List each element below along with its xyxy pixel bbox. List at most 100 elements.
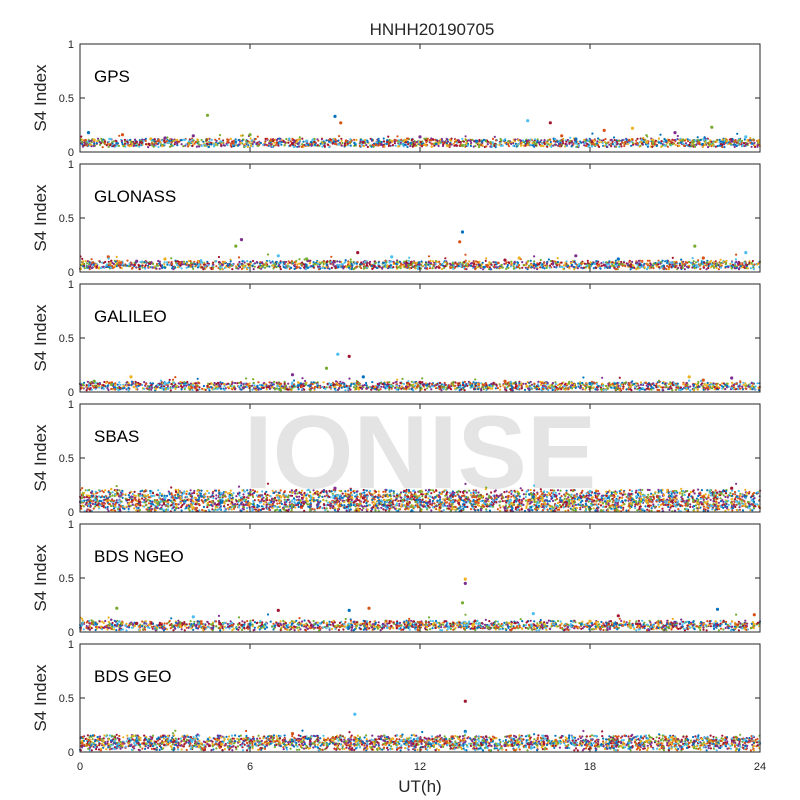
scatter-point (308, 262, 311, 265)
scatter-point (510, 262, 513, 265)
scatter-point (300, 263, 303, 266)
scatter-point (270, 143, 273, 146)
scatter-point (121, 263, 124, 266)
scatter-point (286, 262, 290, 265)
scatter-point (239, 141, 242, 144)
scatter-point (635, 268, 638, 271)
scatter-point (387, 144, 390, 147)
scatter-point (754, 145, 757, 149)
scatter-point (573, 268, 576, 271)
scatter-point (408, 256, 411, 259)
scatter-point (573, 266, 576, 269)
scatter-point (645, 134, 648, 137)
scatter-point (726, 142, 729, 145)
scatter-point (607, 141, 610, 144)
scatter-point (128, 262, 131, 265)
scatter-point (176, 139, 179, 142)
scatter-point (493, 135, 496, 138)
scatter-point (592, 143, 595, 146)
scatter-point (389, 141, 392, 144)
scatter-point (263, 141, 266, 144)
scatter-point (696, 136, 699, 139)
figure-title: HNHH20190705 (370, 20, 495, 39)
scatter-point (618, 376, 621, 379)
scatter-point (436, 139, 439, 143)
scatter-point (112, 140, 115, 143)
scatter-point (682, 383, 685, 386)
scatter-point (360, 143, 364, 146)
scatter-point (530, 266, 533, 269)
scatter-point (118, 381, 121, 384)
scatter-point (445, 137, 448, 140)
data-point (673, 131, 677, 135)
scatter-point (613, 139, 616, 142)
scatter-point (453, 144, 456, 147)
scatter-point (596, 140, 599, 143)
scatter-point (280, 143, 283, 146)
scatter-point (374, 144, 377, 147)
data-point (517, 256, 521, 260)
scatter-point (256, 135, 259, 138)
scatter-point (89, 381, 92, 384)
scatter-point (191, 141, 194, 144)
scatter-point (655, 144, 658, 147)
scatter-point (171, 378, 175, 381)
scatter-point (295, 140, 298, 143)
scatter-point (371, 387, 374, 390)
scatter-point (603, 266, 607, 269)
scatter-point (278, 141, 282, 145)
scatter-point (101, 146, 104, 149)
scatter-point (475, 263, 478, 266)
scatter-point (398, 143, 401, 146)
scatter-point (675, 261, 678, 264)
scatter-point (138, 143, 141, 146)
scatter-point (348, 377, 351, 380)
scatter-point (90, 139, 93, 142)
scatter-point (325, 139, 328, 142)
scatter-point (623, 144, 626, 148)
scatter-point (198, 145, 201, 148)
scatter-point (416, 268, 420, 271)
scatter-point (686, 140, 690, 143)
scatter-point (648, 259, 651, 262)
scatter-point (163, 385, 166, 388)
scatter-point (375, 266, 378, 269)
scatter-point (441, 267, 444, 271)
scatter-point (611, 261, 614, 264)
scatter-point (623, 382, 626, 385)
scatter-point (365, 387, 368, 390)
scatter-point (702, 138, 706, 141)
scatter-point (541, 266, 544, 269)
scatter-point (756, 263, 759, 266)
scatter-point (515, 264, 519, 267)
scatter-point (459, 263, 462, 266)
scatter-point (690, 145, 693, 148)
scatter-point (592, 139, 596, 142)
scatter-point (569, 140, 572, 143)
scatter-point (126, 140, 129, 143)
scatter-point (633, 382, 636, 386)
scatter-point (210, 386, 213, 389)
scatter-point (336, 263, 339, 266)
scatter-point (90, 258, 93, 261)
data-point (460, 230, 465, 234)
scatter-point (353, 141, 356, 144)
scatter-point (388, 260, 391, 263)
scatter-point (393, 261, 396, 264)
scatter-point (688, 379, 691, 382)
scatter-point (551, 381, 555, 385)
scatter-point (322, 262, 325, 266)
scatter-point (507, 144, 510, 148)
scatter-point (130, 267, 134, 270)
scatter-point (517, 261, 520, 264)
scatter-point (666, 145, 670, 148)
scatter-point (474, 268, 477, 271)
scatter-point (491, 141, 494, 144)
scatter-point (676, 134, 679, 138)
scatter-point (549, 138, 552, 141)
scatter-point (85, 141, 88, 144)
scatter-point (359, 138, 362, 141)
scatter-point (221, 264, 224, 267)
scatter-point (680, 258, 683, 261)
scatter-point (554, 383, 558, 386)
